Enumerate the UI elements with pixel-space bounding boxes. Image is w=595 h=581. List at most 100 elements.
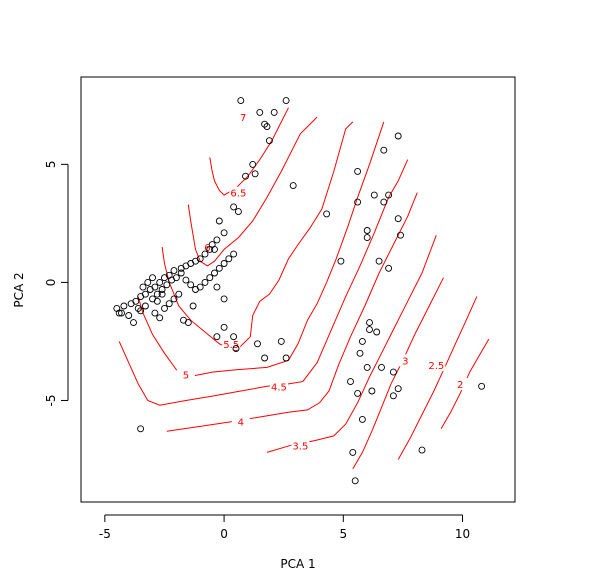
contour-label-bg	[427, 359, 446, 372]
contour-label: 2.5	[428, 361, 444, 372]
data-point	[263, 123, 271, 131]
data-point	[189, 302, 197, 310]
data-point	[172, 274, 180, 282]
contour-line-2.5	[397, 296, 478, 460]
data-point	[347, 378, 354, 386]
data-point	[182, 276, 190, 284]
data-point	[389, 392, 397, 400]
data-point	[146, 286, 154, 293]
data-point	[277, 337, 285, 345]
data-point	[187, 281, 195, 289]
data-point	[153, 297, 161, 305]
data-point	[177, 269, 185, 277]
contour-line-4.5	[118, 159, 409, 406]
data-point	[206, 274, 214, 282]
data-point	[232, 345, 240, 352]
data-point	[366, 319, 373, 327]
data-point	[234, 208, 242, 216]
data-point	[358, 415, 366, 423]
data-point	[380, 146, 388, 154]
data-point	[163, 281, 171, 289]
data-point	[251, 170, 259, 178]
data-point	[156, 314, 164, 322]
data-point	[158, 286, 166, 293]
data-point	[170, 267, 178, 275]
data-point	[242, 172, 249, 180]
data-point	[156, 278, 164, 286]
data-point	[261, 120, 269, 128]
data-point	[363, 234, 371, 242]
contour-label-bg	[396, 354, 415, 367]
data-point	[201, 278, 209, 286]
contour-label-bg	[231, 415, 250, 428]
contour-line-3	[352, 277, 444, 470]
data-point	[351, 477, 359, 485]
data-point	[363, 363, 371, 371]
data-point	[385, 191, 393, 199]
data-point	[282, 354, 290, 362]
contour-label: 6.5	[230, 189, 246, 200]
contour-label: 4.5	[271, 382, 287, 393]
x-tick-label: 5	[339, 527, 347, 541]
data-point	[177, 264, 185, 272]
data-point	[370, 191, 378, 199]
data-point	[394, 215, 402, 223]
data-point	[213, 236, 221, 244]
contour-label-bg	[269, 380, 288, 393]
data-point	[261, 354, 269, 362]
data-point	[141, 302, 149, 310]
data-point	[151, 309, 159, 317]
y-axis-label: PCA 2	[12, 272, 26, 307]
contour-lines: 7 6.5 6 5.5 5 4.5 4 3.5 3 2.5 2	[118, 107, 490, 470]
data-point	[211, 245, 218, 253]
data-point	[125, 312, 133, 319]
data-point	[211, 269, 218, 277]
contour-label: 4	[238, 418, 244, 429]
data-point	[184, 319, 192, 327]
data-point	[230, 333, 238, 341]
data-point	[220, 229, 228, 237]
data-point	[356, 349, 364, 357]
data-point	[373, 328, 381, 336]
contour-line-6	[187, 116, 318, 267]
data-point	[161, 274, 168, 282]
contour-line-5	[137, 121, 385, 378]
contour-label: 5.5	[223, 340, 239, 351]
data-point	[378, 363, 385, 371]
contour-label-bg	[229, 186, 248, 199]
data-point	[118, 309, 125, 317]
data-point	[115, 309, 123, 317]
x-tick-label: 10	[455, 527, 470, 541]
data-point	[397, 231, 404, 239]
data-point	[170, 295, 178, 303]
data-point	[206, 245, 214, 253]
x-tick-label: 0	[220, 527, 228, 541]
data-point	[220, 260, 228, 267]
contour-line-3.5	[266, 235, 437, 453]
contour-label-bg	[176, 368, 195, 381]
contour-label: 3	[402, 356, 408, 367]
data-point	[153, 290, 161, 298]
data-point	[394, 385, 402, 393]
data-point	[478, 382, 486, 390]
data-point	[282, 97, 290, 105]
contour-line-4	[166, 192, 418, 432]
contour-label: 3.5	[292, 441, 308, 452]
data-point	[139, 283, 147, 291]
y-tick-label: -5	[44, 394, 58, 406]
data-point	[220, 323, 228, 331]
data-point	[380, 198, 388, 206]
data-point	[130, 319, 137, 327]
plot-frame	[80, 76, 516, 503]
data-point	[323, 210, 331, 218]
data-point	[149, 274, 156, 282]
data-point	[254, 340, 261, 348]
data-point	[137, 307, 145, 315]
data-point	[375, 257, 383, 265]
data-point	[201, 250, 209, 258]
data-point	[418, 446, 426, 454]
contour-label: 5	[183, 371, 189, 382]
contour-label-bg	[222, 337, 241, 350]
data-point	[354, 198, 362, 206]
